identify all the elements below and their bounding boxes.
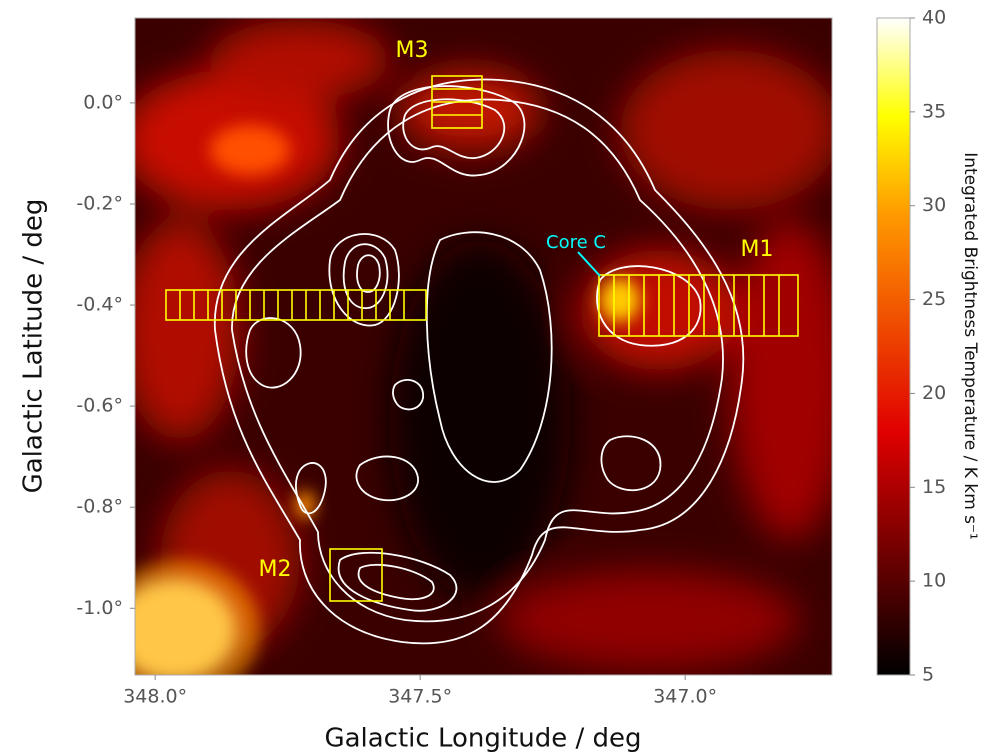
y-tick-label: -1.0° — [76, 597, 123, 619]
colorbar-tick-label: 20 — [922, 382, 946, 404]
annotation: M2 — [259, 557, 292, 582]
annotation: Core C — [546, 232, 606, 253]
chart: M3 M1 M2 Core C Galactic Longitude / deg… — [0, 0, 997, 755]
x-tick-label: 347.5° — [388, 686, 452, 708]
y-tick-label: -0.2° — [76, 192, 123, 214]
x-tick-label: 347.0° — [653, 686, 717, 708]
y-axis-label: Galactic Latitude / deg — [19, 199, 49, 494]
x-axis-label: Galactic Longitude / deg — [324, 724, 641, 754]
colorbar-tick-label: 15 — [922, 476, 946, 498]
colorbar-tick-label: 5 — [922, 664, 934, 686]
colorbar-tick-label: 30 — [922, 194, 946, 216]
annotation: M3 — [396, 38, 429, 63]
y-tick-label: -0.4° — [76, 294, 123, 316]
colorbar-label: Integrated Brightness Temperature / K km… — [960, 152, 980, 540]
colorbar-tick-label: 35 — [922, 100, 946, 122]
y-tick-label: -0.6° — [76, 395, 123, 417]
map-image — [100, 18, 850, 700]
x-tick-label: 348.0° — [123, 686, 187, 708]
page: {"chart_data": {"type": "heatmap", "xlab… — [0, 0, 997, 755]
y-tick-label: 0.0° — [83, 91, 123, 113]
colorbar — [877, 18, 910, 675]
colorbar-tick-label: 25 — [922, 288, 946, 310]
colorbar-tick-label: 40 — [922, 7, 946, 29]
colorbar-tick-label: 10 — [922, 570, 946, 592]
annotation: M1 — [741, 237, 774, 262]
y-tick-label: -0.8° — [76, 496, 123, 518]
